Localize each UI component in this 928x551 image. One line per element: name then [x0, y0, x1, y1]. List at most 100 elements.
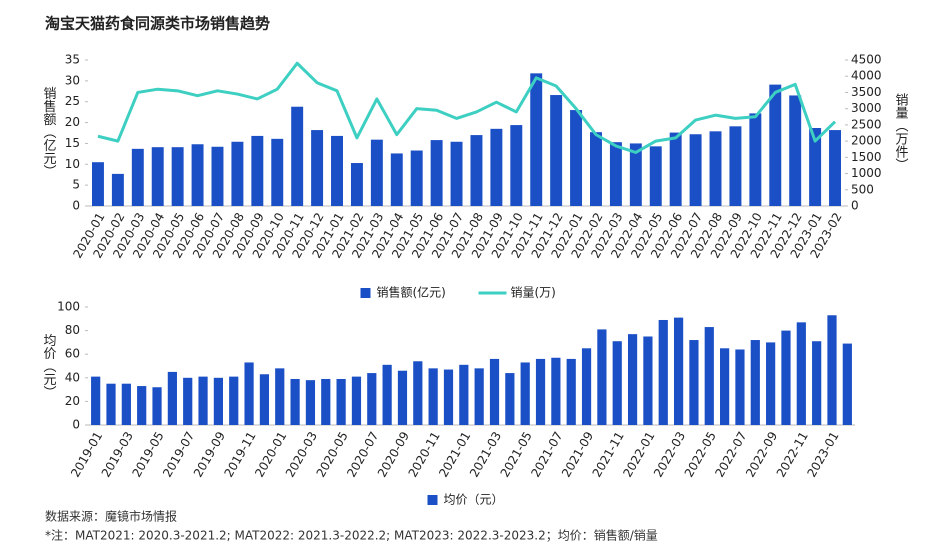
- y2-tick-label: 1000: [851, 166, 882, 180]
- bar: [720, 348, 730, 425]
- bar: [535, 358, 546, 425]
- bar: [570, 110, 583, 206]
- bar: [311, 130, 324, 206]
- bar: [581, 348, 592, 425]
- y-axis-label: 销售额（亿元）: [41, 87, 57, 178]
- bar: [490, 128, 503, 206]
- bar: [397, 370, 408, 425]
- bar: [649, 146, 662, 206]
- y-tick-label: 5: [72, 178, 80, 192]
- y2-tick-label: 3500: [851, 85, 882, 99]
- bar: [131, 148, 144, 206]
- bar: [766, 342, 776, 425]
- bar: [781, 330, 791, 425]
- y-tick-label: 100: [57, 300, 80, 314]
- bar: [729, 126, 742, 206]
- bar: [842, 343, 852, 425]
- bar: [106, 383, 116, 425]
- bar: [229, 376, 239, 425]
- bar: [213, 377, 223, 425]
- bar: [428, 368, 438, 425]
- bar: [809, 127, 822, 206]
- bar: [735, 349, 745, 425]
- y-tick-label: 25: [65, 94, 80, 108]
- bar: [590, 132, 602, 206]
- bar: [271, 138, 284, 206]
- bar: [489, 358, 500, 425]
- bar: [198, 376, 208, 425]
- bar: [689, 340, 699, 425]
- bar: [769, 84, 782, 206]
- bar: [305, 380, 316, 425]
- bar: [171, 147, 184, 206]
- bar: [331, 135, 343, 206]
- bar: [550, 95, 563, 206]
- bar: [520, 362, 530, 425]
- y-tick-label: 30: [65, 73, 80, 87]
- bar: [410, 150, 423, 206]
- bar: [796, 322, 806, 425]
- y-tick-label: 15: [65, 136, 80, 150]
- bar: [430, 140, 443, 206]
- bar: [151, 147, 164, 206]
- bar: [244, 362, 254, 425]
- bar: [291, 106, 304, 206]
- bar: [351, 376, 362, 425]
- y-tick-label: 20: [65, 394, 80, 408]
- bar: [290, 378, 300, 425]
- chart-title: 淘宝天猫药食同源类市场销售趋势: [44, 15, 270, 33]
- bar: [749, 113, 762, 206]
- bar: [231, 141, 244, 206]
- bar: [121, 383, 131, 425]
- y2-tick-label: 4000: [851, 69, 882, 83]
- bar: [669, 132, 682, 206]
- bar: [152, 387, 162, 425]
- y2-tick-label: 0: [851, 199, 859, 213]
- bar: [443, 369, 454, 425]
- bar: [336, 378, 346, 425]
- bar: [566, 358, 576, 425]
- bar: [629, 143, 642, 206]
- bar: [382, 364, 392, 425]
- note: *注：MAT2021: 2020.3-2021.2; MAT2022: 2021…: [45, 528, 658, 543]
- bar: [370, 139, 383, 206]
- bar: [627, 334, 638, 425]
- bar: [505, 373, 515, 425]
- bar: [673, 317, 684, 425]
- bar: [510, 125, 523, 206]
- bar: [789, 95, 802, 206]
- bar: [183, 377, 193, 425]
- bar: [251, 135, 264, 206]
- y2-tick-label: 500: [851, 182, 874, 196]
- legend-label: 销售额(亿元): [377, 285, 446, 300]
- bar: [450, 141, 463, 206]
- y2-tick-label: 4500: [851, 53, 882, 67]
- bar: [829, 130, 842, 206]
- y2-tick-label: 1500: [851, 150, 882, 164]
- bar: [689, 134, 702, 206]
- bar: [551, 357, 561, 425]
- bar: [704, 327, 714, 425]
- legend-label: 均价（元）: [444, 493, 504, 507]
- bar: [812, 341, 822, 425]
- bar: [275, 368, 285, 425]
- y-tick-label: 0: [72, 199, 80, 213]
- legend-label: 销量(万): [511, 286, 556, 300]
- bar: [191, 144, 204, 206]
- bar: [530, 73, 543, 206]
- y-tick-label: 0: [72, 418, 80, 432]
- bar: [111, 173, 124, 206]
- bar: [658, 319, 668, 425]
- bar: [167, 371, 177, 425]
- legend-swatch: [360, 288, 371, 298]
- bar: [390, 153, 403, 206]
- bar: [459, 364, 469, 425]
- line: [97, 61, 837, 154]
- y-tick-label: 35: [65, 53, 80, 67]
- bar: [137, 386, 147, 425]
- y2-tick-label: 3000: [851, 101, 882, 115]
- bar: [91, 162, 104, 206]
- bar: [597, 329, 607, 425]
- bar: [367, 373, 377, 425]
